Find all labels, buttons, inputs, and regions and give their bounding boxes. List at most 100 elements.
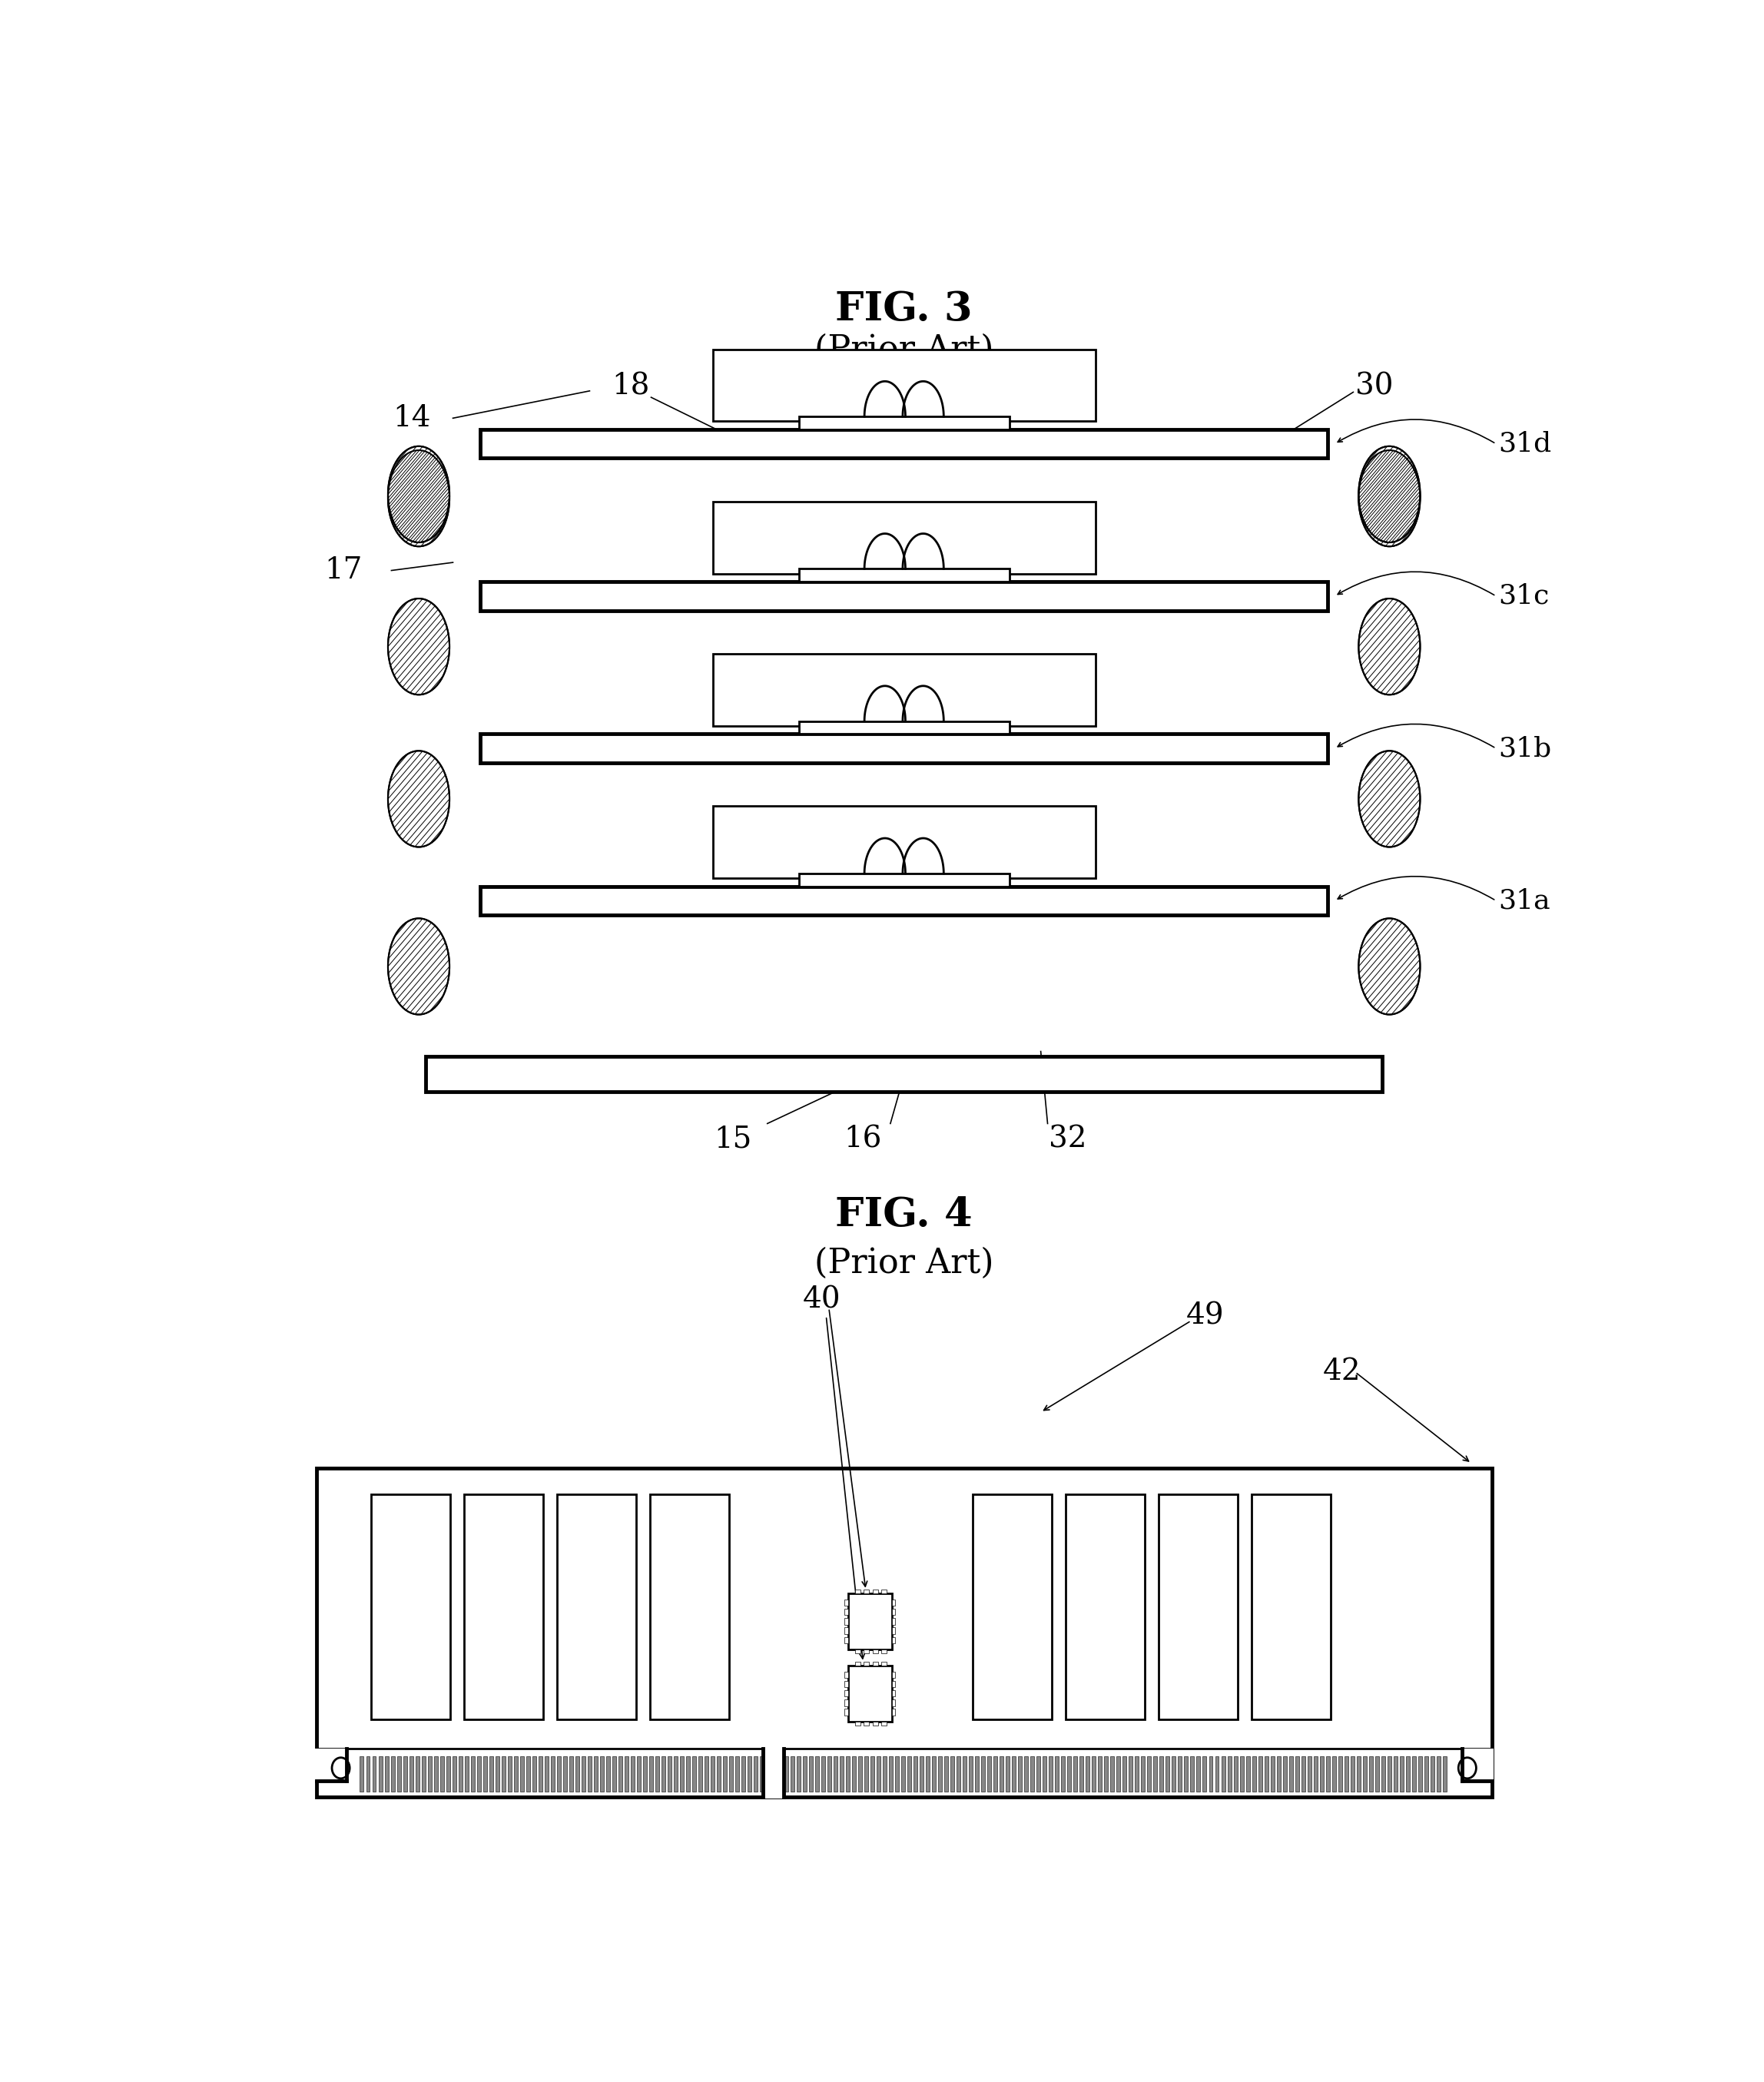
Text: 16: 16: [843, 1126, 882, 1153]
Bar: [557, 1495, 637, 1720]
Bar: [799, 416, 1009, 429]
Bar: [926, 1757, 930, 1791]
Bar: [385, 1757, 388, 1791]
Bar: [1357, 1757, 1360, 1791]
Bar: [1087, 1757, 1090, 1791]
Ellipse shape: [388, 752, 450, 847]
Bar: [1074, 1757, 1078, 1791]
Ellipse shape: [388, 450, 450, 545]
Bar: [1099, 1757, 1102, 1791]
Bar: [520, 1757, 524, 1791]
Bar: [1265, 1757, 1268, 1791]
Bar: [1043, 1757, 1046, 1791]
Bar: [1013, 1757, 1016, 1791]
Bar: [1018, 1757, 1021, 1791]
Bar: [785, 1757, 789, 1791]
Bar: [799, 568, 1009, 581]
Bar: [1418, 1757, 1422, 1791]
Bar: [360, 1757, 363, 1791]
Bar: [848, 1593, 893, 1649]
Bar: [1228, 1757, 1231, 1791]
Bar: [893, 1628, 894, 1634]
Bar: [764, 1747, 783, 1799]
Bar: [845, 1691, 848, 1697]
Ellipse shape: [1358, 598, 1420, 695]
Bar: [871, 1757, 875, 1791]
Bar: [415, 1757, 420, 1791]
Bar: [845, 1672, 848, 1678]
Bar: [667, 1757, 672, 1791]
Text: 15: 15: [714, 1126, 751, 1153]
Bar: [533, 1757, 536, 1791]
Bar: [409, 1757, 413, 1791]
Bar: [873, 1589, 878, 1593]
Bar: [480, 581, 1328, 610]
Bar: [845, 1618, 848, 1624]
Bar: [713, 350, 1095, 421]
Bar: [877, 1757, 880, 1791]
Bar: [893, 1609, 894, 1616]
Bar: [446, 1757, 450, 1791]
Ellipse shape: [1358, 446, 1420, 543]
Bar: [1171, 1757, 1177, 1791]
Bar: [464, 1757, 469, 1791]
Bar: [790, 1757, 794, 1791]
Text: 31d: 31d: [1499, 431, 1552, 456]
Bar: [827, 1757, 831, 1791]
Bar: [856, 1661, 861, 1666]
Bar: [637, 1757, 640, 1791]
Bar: [1443, 1757, 1446, 1791]
Bar: [1067, 1757, 1071, 1791]
Bar: [919, 1757, 924, 1791]
Bar: [893, 1709, 894, 1716]
Bar: [1245, 1757, 1249, 1791]
Bar: [390, 1757, 395, 1791]
Bar: [893, 1599, 894, 1605]
Bar: [1147, 1757, 1152, 1791]
Bar: [938, 1757, 942, 1791]
Bar: [563, 1757, 566, 1791]
Bar: [864, 1649, 870, 1653]
Bar: [1240, 1757, 1244, 1791]
Bar: [1005, 1757, 1009, 1791]
Bar: [1233, 1757, 1237, 1791]
Text: FIG. 4: FIG. 4: [836, 1195, 972, 1235]
Bar: [975, 1757, 979, 1791]
Text: 32: 32: [1050, 1126, 1087, 1153]
Bar: [907, 1757, 912, 1791]
Bar: [483, 1757, 487, 1791]
Ellipse shape: [388, 446, 450, 543]
Bar: [882, 1757, 887, 1791]
Bar: [893, 1699, 894, 1705]
Bar: [397, 1757, 400, 1791]
Text: 31b: 31b: [1499, 735, 1552, 762]
Bar: [893, 1618, 894, 1624]
Bar: [1339, 1757, 1342, 1791]
Bar: [1159, 1757, 1164, 1791]
Bar: [741, 1757, 744, 1791]
Bar: [1462, 1749, 1494, 1780]
Bar: [1381, 1757, 1385, 1791]
Bar: [847, 1757, 850, 1791]
Bar: [889, 1757, 893, 1791]
Circle shape: [1459, 1757, 1476, 1778]
Bar: [859, 1757, 863, 1791]
Bar: [1124, 1757, 1127, 1791]
Bar: [797, 1757, 801, 1791]
Bar: [1295, 1757, 1298, 1791]
Text: FIG. 3: FIG. 3: [836, 289, 972, 329]
Bar: [845, 1636, 848, 1643]
Text: 49: 49: [1185, 1301, 1224, 1330]
Bar: [760, 1757, 764, 1791]
Bar: [1134, 1757, 1140, 1791]
Bar: [848, 1666, 893, 1722]
Bar: [372, 1757, 376, 1791]
Bar: [1344, 1757, 1348, 1791]
Bar: [624, 1757, 628, 1791]
Bar: [882, 1661, 887, 1666]
Bar: [901, 1757, 905, 1791]
Bar: [882, 1589, 887, 1593]
Bar: [873, 1661, 878, 1666]
Bar: [1184, 1757, 1189, 1791]
Bar: [1203, 1757, 1207, 1791]
